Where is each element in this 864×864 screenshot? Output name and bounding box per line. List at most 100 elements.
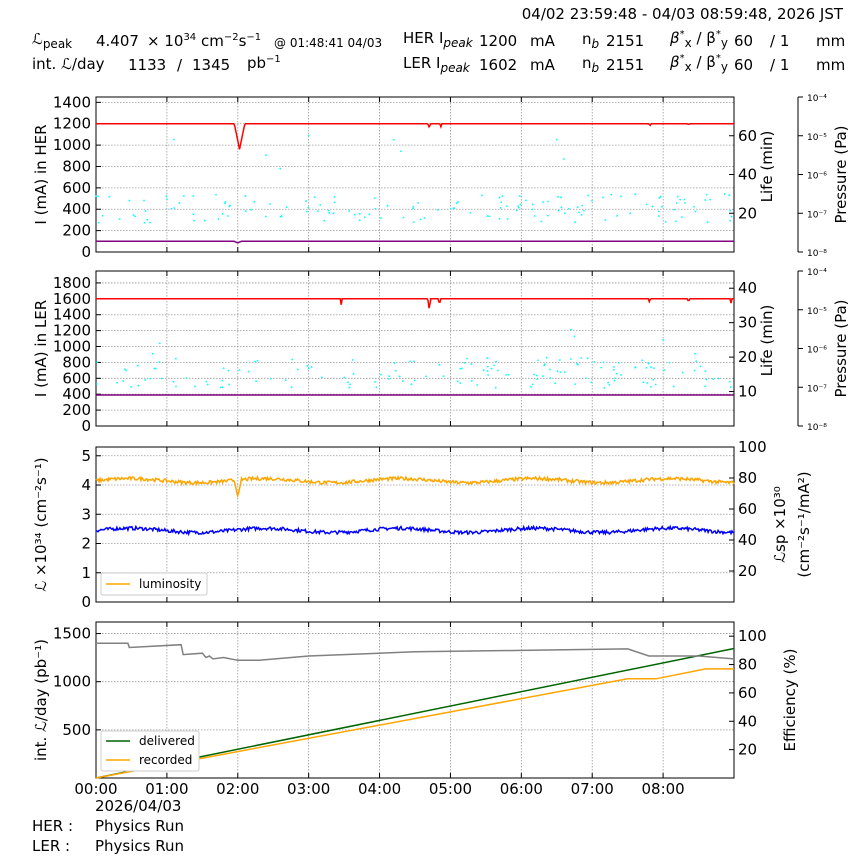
life-point <box>576 206 579 209</box>
her-ipeak-unit: mA <box>530 32 555 50</box>
y-tick-label: 500 <box>62 721 91 739</box>
life-point <box>580 357 583 359</box>
y3-tick-label: 10⁻⁸ <box>807 249 827 259</box>
life-point <box>128 199 131 202</box>
life-point <box>541 375 544 377</box>
footer-ler-label: LER : <box>32 837 71 855</box>
life-point <box>613 368 615 371</box>
life-point <box>394 369 397 372</box>
life-point <box>554 382 557 385</box>
life-point <box>219 386 222 389</box>
life-point <box>442 375 445 378</box>
life-point <box>449 208 452 210</box>
life-point <box>693 205 695 208</box>
ler-nb-label: nb <box>582 54 600 75</box>
life-point <box>533 373 535 376</box>
life-point <box>718 377 720 380</box>
life-point <box>173 138 175 141</box>
life-point <box>250 208 253 211</box>
life-point <box>270 377 272 380</box>
life-point <box>675 202 678 205</box>
life-point <box>501 195 504 198</box>
life-point <box>343 376 346 379</box>
life-point <box>604 219 607 221</box>
life-point <box>144 210 147 213</box>
y-tick-label: 1200 <box>53 322 91 340</box>
her-beta-label: β*x / β*y <box>670 29 728 50</box>
plot-frame <box>95 446 735 603</box>
life-point <box>646 382 649 384</box>
life-point <box>723 193 726 195</box>
life-point <box>647 361 650 364</box>
life-point <box>144 379 146 381</box>
footer-her-mode: Physics Run <box>95 817 185 835</box>
life-point <box>570 328 572 331</box>
life-point <box>658 197 661 199</box>
x-tick-label: 02:00 <box>216 780 259 798</box>
life-point <box>580 214 583 216</box>
life-point <box>124 368 126 370</box>
life-point <box>641 359 644 362</box>
life-point <box>659 195 662 198</box>
her-ipeak-label: HER Ipeak <box>403 29 473 50</box>
life-point <box>247 370 250 373</box>
life-point <box>254 360 256 363</box>
life-point <box>265 154 268 157</box>
y-tick-label: 600 <box>62 369 91 387</box>
life-point <box>116 381 119 384</box>
legend-box <box>100 572 208 596</box>
lpeak-unit: × 1034 cm−2s−1 <box>147 32 262 50</box>
recorded-line <box>95 668 734 779</box>
y2-tick-label: 20 <box>738 348 757 366</box>
life-point <box>549 368 551 371</box>
life-point <box>664 220 667 223</box>
life-point <box>264 215 267 218</box>
y-axis-label: int. ℒ/day (pb⁻¹) <box>32 639 50 761</box>
y-tick-label: 3 <box>81 505 91 523</box>
life-point <box>227 369 230 372</box>
life-point <box>253 200 256 203</box>
y-tick-label: 400 <box>62 200 91 218</box>
life-point <box>563 371 566 374</box>
lpeak-label: ℒpeak <box>32 30 73 51</box>
lpeak-time: @ 01:48:41 04/03 <box>274 36 383 50</box>
life-point <box>559 359 561 361</box>
y-tick-label: 400 <box>62 385 91 403</box>
life-point <box>652 378 655 381</box>
life-point <box>675 220 677 223</box>
life-point <box>285 206 288 209</box>
life-point <box>531 203 534 206</box>
y3-tick-label: 10⁻⁷ <box>807 384 827 394</box>
life-point <box>149 221 152 224</box>
life-point <box>244 195 247 197</box>
y2-tick-label: 100 <box>738 438 767 456</box>
y2-tick-label: 60 <box>738 684 757 702</box>
current-line <box>96 297 734 309</box>
y-tick-label: 1 <box>81 564 91 582</box>
life-point <box>706 221 709 224</box>
life-point <box>143 199 145 202</box>
life-point <box>515 209 518 212</box>
life-point <box>227 215 230 217</box>
life-point <box>307 367 310 370</box>
life-point <box>228 383 231 386</box>
life-point <box>229 204 231 207</box>
life-point <box>153 367 156 370</box>
life-point <box>559 371 562 374</box>
date-range: 04/02 23:59:48 - 04/03 08:59:48, 2026 JS… <box>521 5 843 23</box>
legend-luminosity-label: luminosity <box>139 577 201 591</box>
life-point <box>712 378 714 381</box>
lpeak-value: 4.407 <box>96 32 139 50</box>
life-point <box>413 379 416 382</box>
life-point <box>505 373 508 376</box>
life-point <box>224 201 227 203</box>
life-point <box>694 210 697 213</box>
life-point <box>695 360 698 363</box>
life-point <box>497 369 499 372</box>
life-point <box>388 375 391 378</box>
life-point <box>363 216 366 219</box>
her-nb-label: nb <box>582 30 600 51</box>
x-tick-label: 03:00 <box>287 780 330 798</box>
y2-tick-label: 60 <box>738 127 757 145</box>
